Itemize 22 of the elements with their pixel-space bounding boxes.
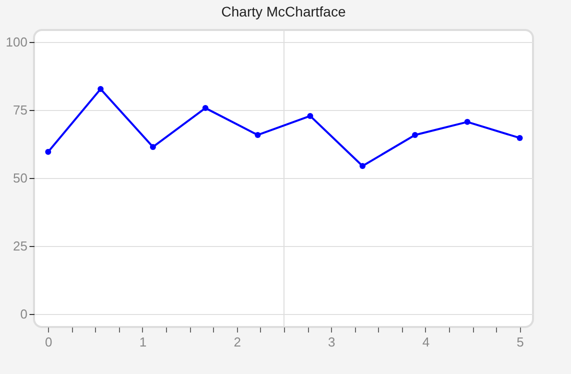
y-tick-label: 100: [6, 34, 28, 50]
x-tick-label: 1: [139, 334, 147, 350]
x-tick-label: 4: [422, 334, 430, 350]
y-tick-label: 25: [13, 238, 28, 254]
point: [150, 144, 156, 150]
point: [360, 162, 366, 169]
x-tick-label: 5: [516, 334, 524, 350]
chart-title: Charty McChartface: [221, 4, 346, 20]
x-tick-label: 3: [328, 334, 336, 350]
point: [98, 86, 104, 92]
point: [254, 132, 261, 138]
y-tick-label: 0: [20, 306, 28, 322]
point: [45, 148, 52, 155]
y-tick-label: 50: [13, 170, 28, 186]
x-tick-label: 2: [234, 334, 241, 350]
y-tick-label: 75: [13, 102, 28, 118]
point: [464, 118, 470, 125]
point: [412, 132, 418, 138]
x-tick-label: 0: [45, 334, 52, 350]
point: [307, 112, 314, 119]
point: [202, 105, 208, 112]
point: [516, 134, 523, 141]
